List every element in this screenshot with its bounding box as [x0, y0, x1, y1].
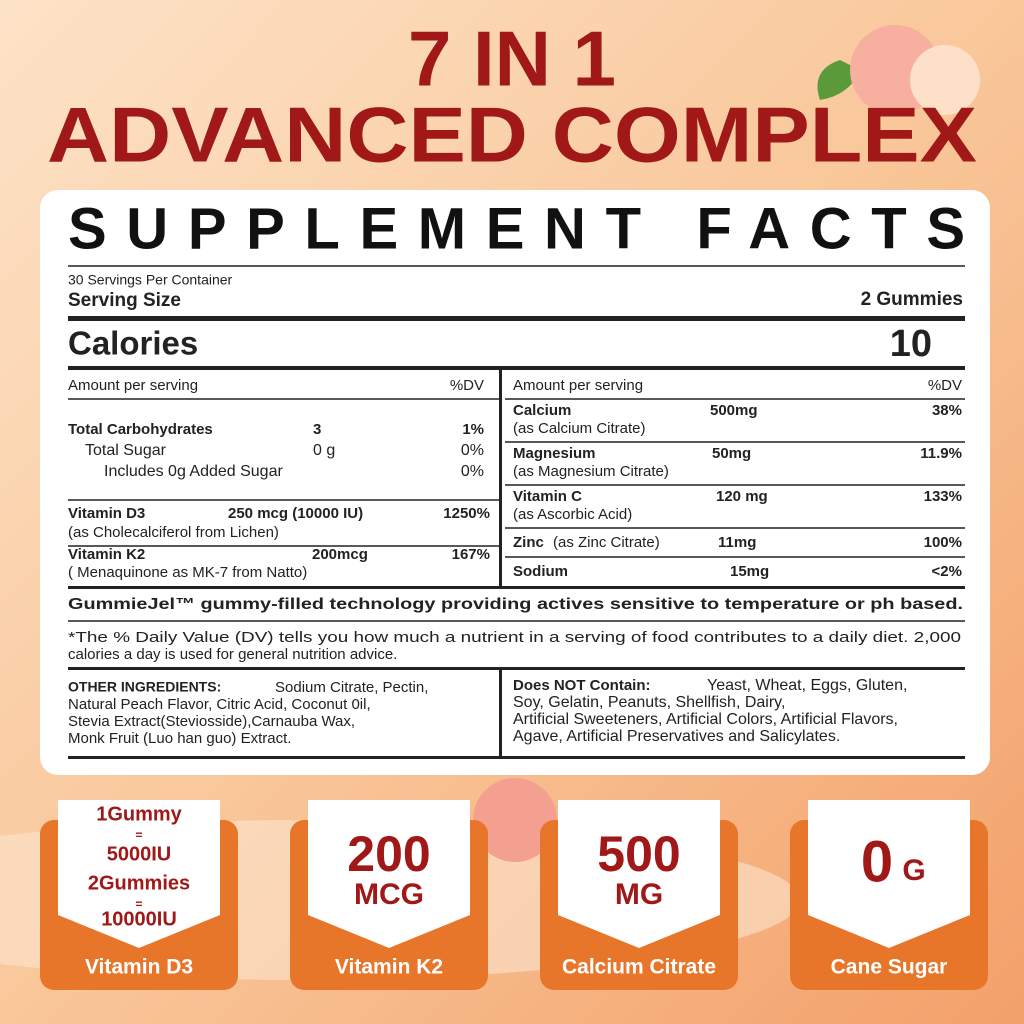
facts-title: SUPPLEMENT FACTS — [68, 196, 965, 261]
nutrient-source: (as Calcium Citrate) — [513, 420, 646, 437]
amount-label: Amount per serving — [513, 377, 643, 394]
ingredients-label: OTHER INGREDIENTS: — [68, 679, 221, 695]
badge-text: = — [135, 897, 142, 911]
exclusions-label: Does NOT Contain: — [513, 677, 651, 694]
nutrient-name: Total Sugar — [85, 442, 167, 459]
badge-unit: MG — [615, 878, 663, 911]
nutrient-dv: 38% — [932, 402, 962, 419]
badge-text: 1Gummy — [96, 803, 182, 825]
nutrient-name: Calcium — [513, 402, 571, 419]
technology-note: GummieJel™ gummy-filled technology provi… — [68, 596, 963, 613]
nutrient-source: (as Zinc Citrate) — [553, 534, 660, 551]
nutrient-source: (as Ascorbic Acid) — [513, 506, 632, 523]
badge-text: = — [135, 828, 142, 842]
footnote: *The % Daily Value (DV) tells you how mu… — [68, 629, 961, 646]
nutrient-dv: 133% — [924, 488, 962, 505]
badge-text: 10000IU — [101, 908, 177, 930]
badge-label: Calcium Citrate — [562, 956, 716, 979]
peach-decor — [473, 25, 980, 862]
nutrient-dv: 167% — [452, 546, 490, 563]
title-line: 7 IN 1 — [408, 15, 616, 103]
badge-label: Cane Sugar — [831, 956, 948, 979]
nutrient-dv: 0% — [461, 463, 484, 480]
rules — [68, 265, 965, 759]
ingredients-line: Sodium Citrate, Pectin, — [275, 679, 428, 696]
nutrient-amount: 3 — [313, 421, 321, 438]
nutrient-amount: 200mcg — [312, 546, 368, 563]
serving-size-label: Serving Size — [68, 290, 181, 311]
dv-label: %DV — [450, 377, 484, 394]
badge-shield — [808, 800, 970, 948]
exclusions-line: Yeast, Wheat, Eggs, Gluten, — [707, 677, 907, 694]
exclusions-line: Soy, Gelatin, Peanuts, Shellfish, Dairy, — [513, 694, 785, 711]
badge-unit: G — [902, 854, 925, 887]
nutrient-name: Vitamin D3 — [68, 505, 145, 522]
badge-shield — [558, 800, 720, 948]
nutrient-amount: 0 g — [313, 442, 335, 459]
badge-value: 500 — [597, 826, 680, 882]
nutrient-name: Vitamin C — [513, 488, 582, 505]
title-line: ADVANCED COMPLEX — [47, 91, 977, 179]
nutrient-source: (as Cholecalciferol from Lichen) — [68, 524, 279, 541]
nutrient-name: Total Carbohydrates — [68, 421, 213, 438]
facts-panel — [40, 190, 990, 775]
nutrient-amount: 11mg — [718, 534, 756, 551]
nutrient-dv: <2% — [932, 563, 962, 580]
nutrient-dv: 1% — [462, 421, 484, 438]
ingredients-line: Monk Fruit (Luo han guo) Extract. — [68, 730, 291, 747]
nutrient-dv: 100% — [924, 534, 962, 551]
calories-label: Calories — [68, 325, 198, 362]
nutrient-amount: 120 mg — [716, 488, 768, 505]
nutrient-name: Includes 0g Added Sugar — [104, 463, 283, 480]
nutrient-amount: 500mg — [710, 402, 758, 419]
badge-unit: MCG — [354, 878, 424, 911]
dv-label: %DV — [928, 377, 962, 394]
nutrient-dv: 1250% — [443, 505, 490, 522]
nutrient-name: Zinc — [513, 534, 544, 551]
badge-text: 5000IU — [107, 843, 172, 865]
nutrient-name: Magnesium — [513, 445, 596, 462]
nutrient-amount: 50mg — [712, 445, 751, 462]
badge-label: Vitamin D3 — [85, 956, 193, 979]
badge-label: Vitamin K2 — [335, 956, 443, 979]
nutrient-amount: 15mg — [730, 563, 769, 580]
nutrient-source: ( Menaquinone as MK-7 from Natto) — [68, 564, 307, 581]
serving-size: 2 Gummies — [861, 289, 963, 310]
badge-text: 2Gummies — [88, 872, 190, 894]
nutrient-dv: 0% — [461, 442, 484, 459]
amount-label: Amount per serving — [68, 377, 198, 394]
nutrient-amount: 250 mcg (10000 IU) — [228, 505, 363, 522]
nutrient-dv: 11.9% — [920, 445, 962, 462]
ingredients-line: Stevia Extract(Steviosside),Carnauba Wax… — [68, 713, 355, 730]
exclusions-line: Agave, Artificial Preservatives and Sali… — [513, 728, 840, 745]
exclusions-line: Artificial Sweeteners, Artificial Colors… — [513, 711, 898, 728]
badge-shield — [58, 800, 220, 948]
badge-shield — [308, 800, 470, 948]
servings: 30 Servings Per Container — [68, 272, 233, 288]
nutrient-name: Sodium — [513, 563, 568, 580]
badge-value: 0 — [861, 829, 893, 894]
nutrient-source: (as Magnesium Citrate) — [513, 463, 669, 480]
nutrient-name: Vitamin K2 — [68, 546, 145, 563]
footnote: calories a day is used for general nutri… — [68, 646, 397, 663]
ingredients-line: Natural Peach Flavor, Citric Acid, Cocon… — [68, 696, 371, 713]
badge-value: 200 — [347, 826, 430, 882]
calories: 10 — [890, 323, 932, 365]
